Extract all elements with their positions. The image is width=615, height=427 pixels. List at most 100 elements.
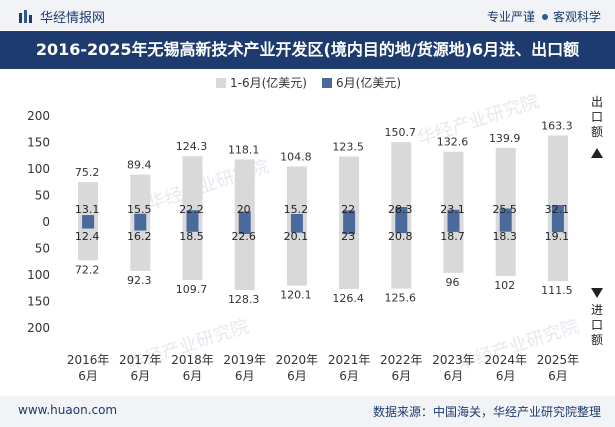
bar-monthly-export-0 <box>82 215 95 222</box>
label-cumulative-export-9: 163.3 <box>541 119 573 132</box>
x-tick-label-1-0: 2017年 <box>119 353 162 367</box>
footer: www.huaon.com 数据来源：中国海关，华经产业研究院整理 <box>0 396 615 427</box>
brand-logo-icon <box>19 10 32 23</box>
upper-axis-label-char-2: 额 <box>591 125 603 139</box>
label-cumulative-import-0: 72.2 <box>75 263 100 276</box>
bar-cumulative-export-9 <box>547 135 568 222</box>
bar-cumulative-export-2 <box>182 156 203 222</box>
watermark-text-2: 华经产业研究院 <box>415 91 541 150</box>
label-cumulative-import-1: 92.3 <box>127 274 152 287</box>
label-cumulative-import-9: 111.5 <box>541 284 573 297</box>
label-monthly-export-8: 25.5 <box>492 203 517 216</box>
bar-monthly-import-2 <box>186 222 199 232</box>
data-labels: 75.2 72.2 13.1 12.4 89.4 92.3 15.5 16.2 124.3 109… <box>75 119 573 306</box>
x-tick-label-5-0: 2021年 <box>328 353 371 367</box>
x-tick-label-8-0: 2024年 <box>484 353 527 367</box>
label-cumulative-import-4: 120.1 <box>280 289 312 302</box>
bar-monthly-import-5 <box>343 222 356 235</box>
bar-cumulative-import-9 <box>547 222 568 282</box>
x-tick-label-8-1: 6月 <box>496 369 516 383</box>
y-tick-label: 100 <box>27 162 50 176</box>
bar-cumulative-export-7 <box>443 151 464 222</box>
bar-cumulative-import-1 <box>130 222 151 271</box>
y-tick-label: 0 <box>42 215 50 229</box>
top-bar: 华经情报网 专业严谨 客观科学 <box>0 0 615 30</box>
label-monthly-import-4: 20.1 <box>284 230 309 243</box>
footer-site-link[interactable]: www.huaon.com <box>18 403 118 417</box>
x-tick-label-7-0: 2023年 <box>432 353 475 367</box>
bar-monthly-import-3 <box>238 222 251 234</box>
label-monthly-export-0: 13.1 <box>75 203 100 216</box>
down-arrow-icon <box>591 288 603 298</box>
y-tick-label: 100 <box>27 268 50 282</box>
bar-cumulative-import-7 <box>443 222 464 273</box>
label-cumulative-export-2: 124.3 <box>176 140 208 153</box>
bar-monthly-export-4 <box>290 213 303 222</box>
y-axis: 200 150 100 50 0 50 100 150 200 <box>27 109 50 335</box>
label-cumulative-export-6: 150.7 <box>385 126 417 139</box>
label-cumulative-export-1: 89.4 <box>127 159 152 172</box>
label-cumulative-export-0: 75.2 <box>75 166 100 179</box>
x-tick-label-6-0: 2022年 <box>380 353 423 367</box>
tagline-left: 专业严谨 <box>486 10 535 24</box>
x-axis: 2016年 6月 2017年 6月 2018年 6月 2019年 6月 2020年 6月 2021年… <box>67 353 579 383</box>
bar-cumulative-export-1 <box>130 174 151 222</box>
label-monthly-import-7: 18.7 <box>440 230 465 243</box>
bar-monthly-export-6 <box>395 207 408 222</box>
label-monthly-import-5: 23 <box>341 230 355 243</box>
label-cumulative-import-7: 96 <box>446 276 460 289</box>
lower-axis-label-char-0: 进 <box>591 303 603 317</box>
x-tick-label-3-1: 6月 <box>235 369 255 383</box>
x-tick-label-1-1: 6月 <box>130 369 150 383</box>
y-tick-label: 50 <box>35 189 50 203</box>
label-monthly-import-2: 18.5 <box>179 230 204 243</box>
bar-cumulative-export-3 <box>234 159 255 222</box>
bar-monthly-import-1 <box>134 222 147 231</box>
label-monthly-import-1: 16.2 <box>127 230 152 243</box>
bar-monthly-export-3 <box>238 211 251 222</box>
label-cumulative-import-5: 126.4 <box>332 292 364 305</box>
x-tick-label-0-0: 2016年 <box>67 353 110 367</box>
brand[interactable]: 华经情报网 <box>18 7 105 26</box>
legend-swatch-cumulative <box>216 78 226 88</box>
brand-name: 华经情报网 <box>40 11 106 26</box>
x-tick-label-3-0: 2019年 <box>223 353 266 367</box>
x-tick-label-2-0: 2018年 <box>171 353 214 367</box>
label-cumulative-import-6: 125.6 <box>385 292 417 305</box>
chart-title: 2016-2025年无锡高新技术产业开发区(境内目的地/货源地)6月进、出口额 <box>35 40 580 59</box>
x-tick-label-2-1: 6月 <box>183 369 203 383</box>
title-bar: 2016-2025年无锡高新技术产业开发区(境内目的地/货源地)6月进、出口额 <box>0 31 615 69</box>
bar-monthly-import-6 <box>395 222 408 234</box>
legend: 1-6月(亿美元) 6月(亿美元) <box>216 75 401 90</box>
bar-cumulative-import-6 <box>391 222 412 289</box>
label-monthly-export-2: 22.2 <box>179 203 204 216</box>
bar-monthly-export-5 <box>343 210 356 222</box>
y-tick-label: 50 <box>35 242 50 256</box>
bar-monthly-import-7 <box>447 222 460 232</box>
x-tick-label-7-1: 6月 <box>444 369 464 383</box>
bar-monthly-export-8 <box>499 208 512 222</box>
label-monthly-import-6: 20.8 <box>388 230 413 243</box>
x-tick-label-4-1: 6月 <box>287 369 307 383</box>
label-monthly-export-7: 23.1 <box>440 203 465 216</box>
y-tick-label: 150 <box>27 136 50 150</box>
label-monthly-export-3: 20 <box>237 203 251 216</box>
bar-cumulative-import-4 <box>286 222 307 286</box>
footer-source: 数据来源：中国海关，华经产业研究院整理 <box>372 405 601 419</box>
bar-cumulative-import-3 <box>234 222 255 290</box>
bar-cumulative-export-5 <box>339 156 360 222</box>
bar-monthly-export-7 <box>447 209 460 222</box>
bar-cumulative-export-0 <box>78 182 99 222</box>
bar-cumulative-export-6 <box>391 142 412 222</box>
bar-monthly-export-1 <box>134 213 147 222</box>
tagline: 专业严谨 客观科学 <box>487 8 601 25</box>
label-monthly-export-1: 15.5 <box>127 203 152 216</box>
bar-cumulative-import-5 <box>339 222 360 289</box>
legend-swatch-monthly <box>322 78 332 88</box>
label-cumulative-export-8: 139.9 <box>489 132 521 145</box>
bar-monthly-import-4 <box>290 222 303 233</box>
lower-axis-label-char-2: 额 <box>591 333 603 347</box>
y-tick-label: 150 <box>27 295 50 309</box>
bar-monthly-import-0 <box>82 222 95 229</box>
